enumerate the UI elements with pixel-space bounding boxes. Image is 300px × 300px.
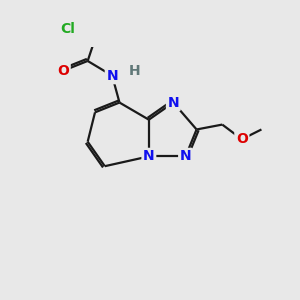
Text: N: N <box>143 149 155 164</box>
Text: N: N <box>180 149 191 164</box>
Text: H: H <box>128 64 140 78</box>
Text: O: O <box>236 132 248 146</box>
Text: N: N <box>167 96 179 110</box>
Text: Cl: Cl <box>61 22 76 36</box>
Text: N: N <box>106 69 118 82</box>
Text: O: O <box>57 64 69 78</box>
